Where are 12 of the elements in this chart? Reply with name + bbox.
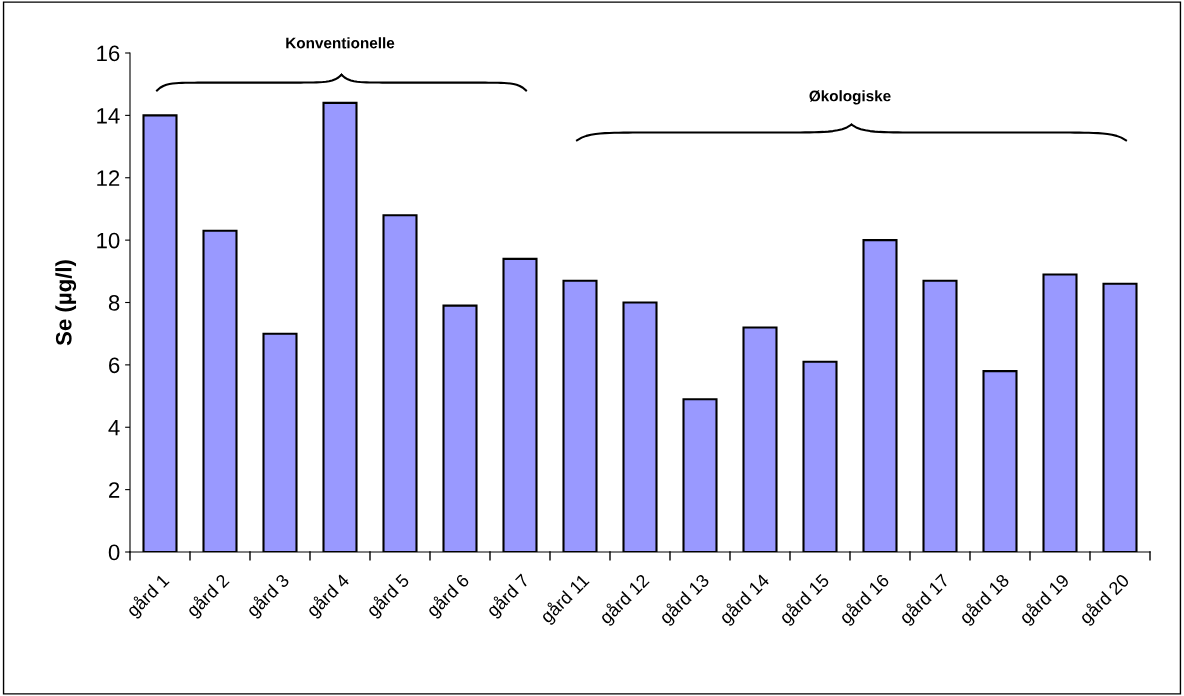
annotation: Økologiske: [809, 90, 891, 105]
y-tick-label: 6: [109, 357, 120, 374]
text: Konventionelle: [286, 37, 395, 49]
y-tick-label: 4: [108, 420, 120, 436]
y-tick-label: 2: [109, 482, 120, 498]
y-tick-label: 8: [108, 295, 120, 311]
y-tick-label: 16: [97, 45, 120, 62]
y-tick-label: 0: [108, 544, 120, 561]
y-axis-title: Se (µg/l): [55, 260, 77, 346]
y-tick-label: 10: [97, 232, 120, 249]
y-tick-label: 14: [97, 108, 120, 124]
y-tick-label: 12: [97, 170, 120, 186]
